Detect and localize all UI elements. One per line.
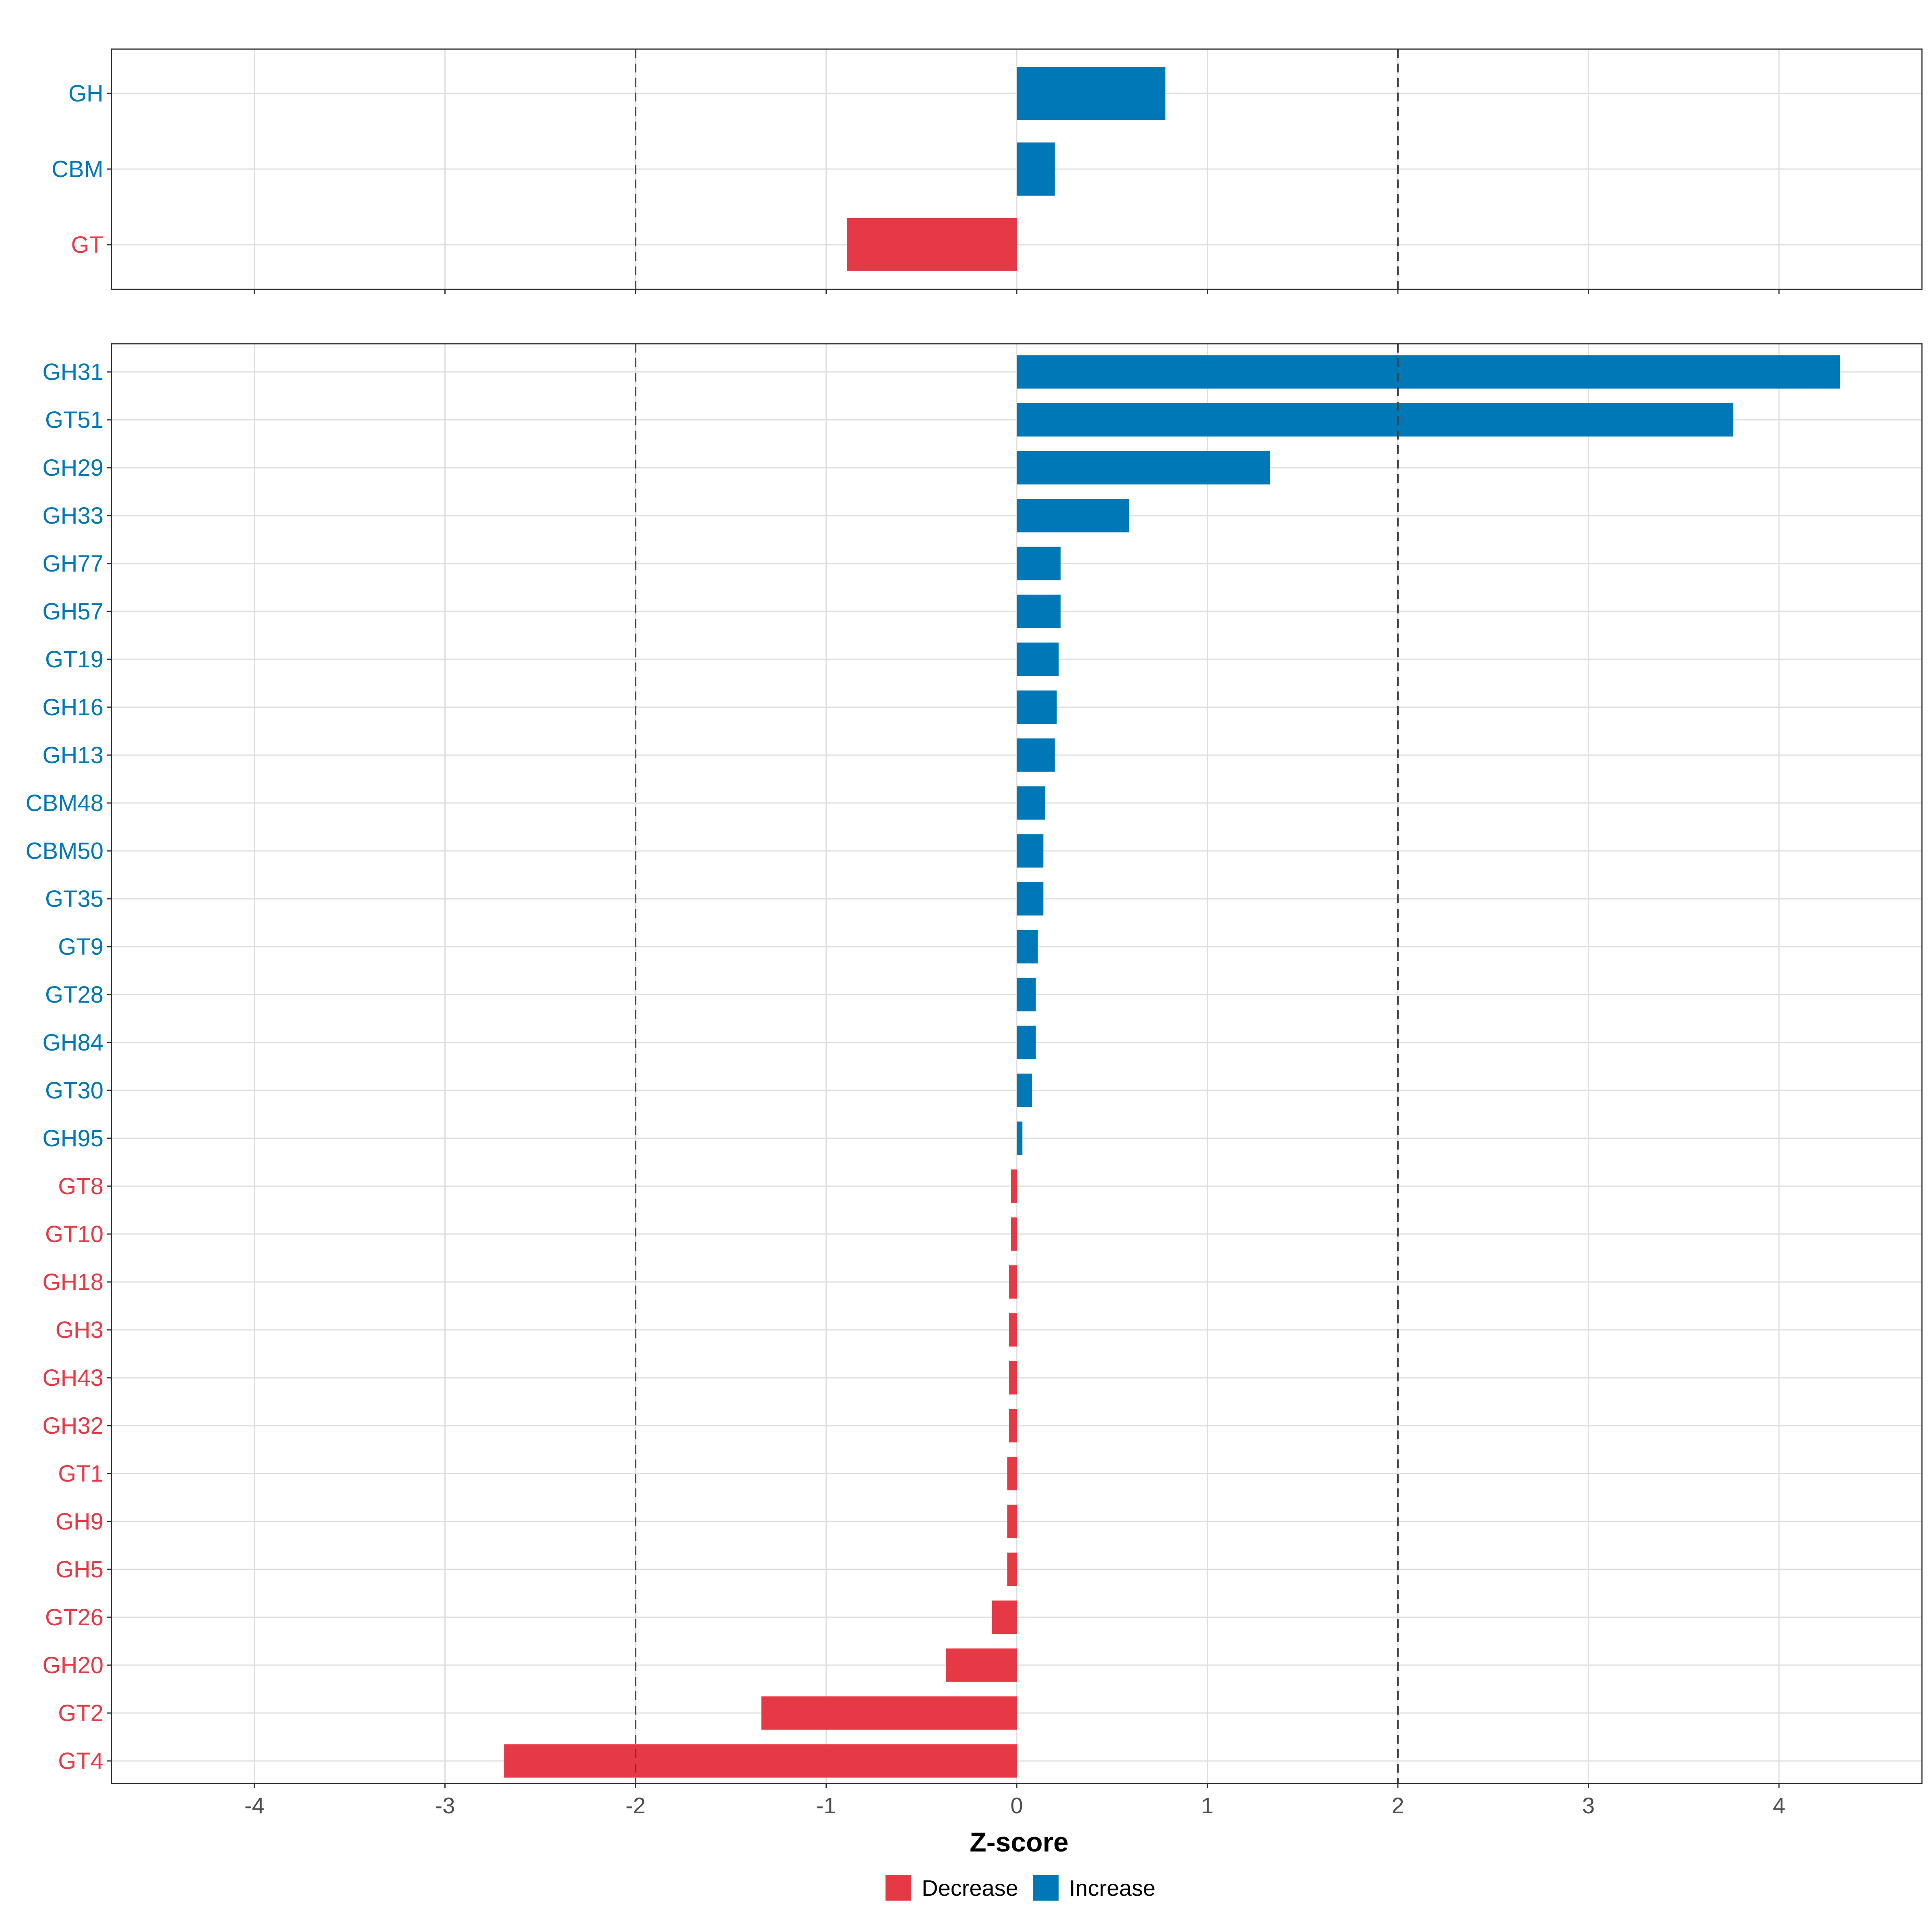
category-label-gt8: GT8 bbox=[58, 1173, 103, 1199]
legend-label-increase: Increase bbox=[1069, 1875, 1156, 1901]
x-tick-label: 4 bbox=[1773, 1793, 1785, 1818]
bar-cbm bbox=[1017, 142, 1055, 196]
category-label-gh16: GH16 bbox=[42, 694, 103, 720]
bar-cbm50 bbox=[1017, 834, 1044, 868]
category-label-gt35: GT35 bbox=[45, 886, 103, 912]
legend-key-increase bbox=[1033, 1875, 1059, 1901]
bar-gt2 bbox=[761, 1696, 1017, 1730]
x-tick-label: -1 bbox=[816, 1793, 836, 1818]
bar-gt35 bbox=[1017, 882, 1044, 916]
bar-gh32 bbox=[1009, 1409, 1017, 1443]
category-label-gt2: GT2 bbox=[58, 1700, 103, 1726]
bar-gt bbox=[847, 218, 1017, 271]
bar-gh31 bbox=[1017, 355, 1840, 389]
x-tick-label: -3 bbox=[435, 1793, 455, 1818]
bar-gh9 bbox=[1007, 1505, 1017, 1538]
bar-gh33 bbox=[1017, 499, 1129, 533]
bar-gh3 bbox=[1009, 1313, 1017, 1347]
bar-gt51 bbox=[1017, 403, 1734, 437]
panel-border bbox=[111, 48, 1923, 290]
bar-gt30 bbox=[1017, 1073, 1032, 1107]
category-label-gt1: GT1 bbox=[58, 1461, 103, 1487]
bar-gh77 bbox=[1017, 547, 1061, 580]
category-label-gt19: GT19 bbox=[45, 646, 103, 673]
category-label-gh18: GH18 bbox=[42, 1269, 103, 1295]
category-label-gt9: GT9 bbox=[58, 934, 103, 960]
bar-gt26 bbox=[992, 1600, 1017, 1634]
legend-key-decrease bbox=[886, 1875, 911, 1901]
category-label-gh33: GH33 bbox=[42, 503, 103, 529]
class-level-panel: GH CBM GT bbox=[52, 48, 1923, 294]
category-label-gt28: GT28 bbox=[45, 982, 103, 1008]
bar-cbm48 bbox=[1017, 786, 1046, 820]
x-axis-title: Z-score bbox=[970, 1827, 1069, 1858]
x-tick-label: 1 bbox=[1201, 1793, 1214, 1818]
bar-gh43 bbox=[1009, 1361, 1017, 1395]
family-level-panel: GH31 GT51 GH29 GH33 GH77 GH57 GT19 GH16 GH13 CBM4… bbox=[26, 343, 1923, 1788]
bar-gh bbox=[1017, 67, 1166, 120]
category-label-gt51: GT51 bbox=[45, 407, 103, 433]
bar-gt28 bbox=[1017, 978, 1036, 1011]
category-label-gt10: GT10 bbox=[45, 1221, 103, 1247]
bar-gt1 bbox=[1007, 1457, 1017, 1490]
category-label-gh: GH bbox=[68, 80, 103, 107]
category-label-cbm50: CBM50 bbox=[26, 838, 103, 864]
x-tick-label: 3 bbox=[1582, 1793, 1595, 1818]
category-label-gt26: GT26 bbox=[45, 1604, 103, 1631]
category-label-gh43: GH43 bbox=[42, 1365, 103, 1391]
x-tick-label: -2 bbox=[625, 1793, 646, 1818]
bar-gh5 bbox=[1007, 1552, 1017, 1586]
bar-gh20 bbox=[946, 1648, 1017, 1682]
bar-gt8 bbox=[1011, 1169, 1017, 1203]
x-axis: -4 -3 -2 -1 0 1 2 3 4 bbox=[244, 1793, 1785, 1818]
category-label-gh3: GH3 bbox=[56, 1317, 103, 1343]
category-label-gh20: GH20 bbox=[42, 1652, 103, 1678]
category-label-gh9: GH9 bbox=[56, 1509, 103, 1535]
legend: Decrease Increase bbox=[886, 1875, 1156, 1901]
category-label-gh57: GH57 bbox=[42, 599, 103, 625]
x-tick-label: 2 bbox=[1391, 1793, 1404, 1818]
bar-gh16 bbox=[1017, 690, 1057, 724]
bar-gh29 bbox=[1017, 451, 1270, 485]
bar-gh13 bbox=[1017, 738, 1055, 772]
bar-gt9 bbox=[1017, 930, 1038, 964]
bar-gh57 bbox=[1017, 594, 1061, 628]
category-label-gt4: GT4 bbox=[58, 1748, 103, 1774]
category-label-gh77: GH77 bbox=[42, 551, 103, 577]
category-label-gh95: GH95 bbox=[42, 1125, 103, 1152]
bar-gh95 bbox=[1017, 1121, 1023, 1155]
category-label-gh84: GH84 bbox=[42, 1030, 103, 1056]
x-tick-label: 0 bbox=[1010, 1793, 1023, 1818]
bar-gt19 bbox=[1017, 642, 1059, 676]
legend-label-decrease: Decrease bbox=[922, 1875, 1018, 1901]
category-label-gh5: GH5 bbox=[56, 1556, 103, 1583]
category-label-gh31: GH31 bbox=[42, 359, 103, 385]
category-label-cbm48: CBM48 bbox=[26, 790, 103, 816]
category-label-cbm: CBM bbox=[52, 156, 103, 182]
bar-gt10 bbox=[1011, 1217, 1017, 1251]
category-label-gh32: GH32 bbox=[42, 1413, 103, 1439]
category-label-gh29: GH29 bbox=[42, 455, 103, 481]
bar-gh18 bbox=[1009, 1265, 1017, 1299]
x-tick-label: -4 bbox=[244, 1793, 264, 1818]
category-label-gt: GT bbox=[71, 232, 103, 258]
category-label-gt30: GT30 bbox=[45, 1077, 103, 1104]
bar-gh84 bbox=[1017, 1026, 1036, 1059]
category-label-gh13: GH13 bbox=[42, 742, 103, 768]
bar-gt4 bbox=[504, 1744, 1017, 1778]
panel-border bbox=[111, 343, 1923, 1784]
